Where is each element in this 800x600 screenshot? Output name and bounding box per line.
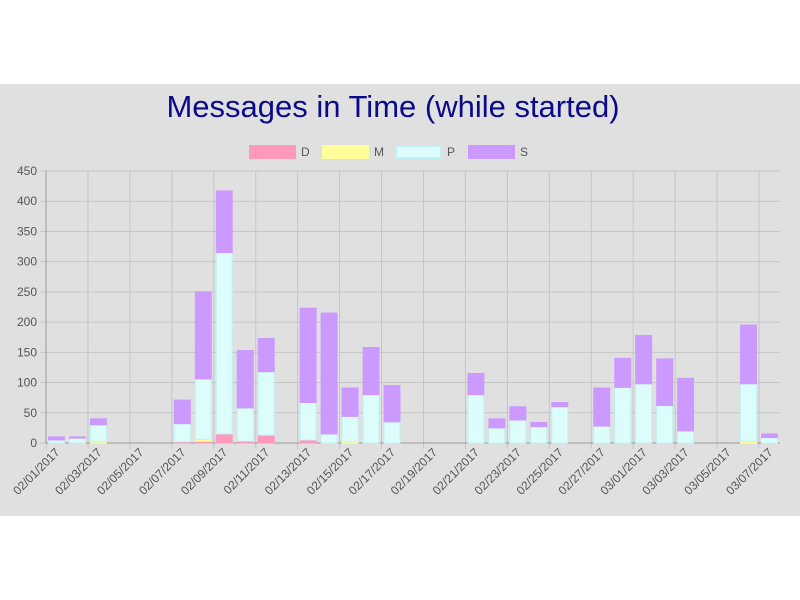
y-tick-label: 400	[17, 194, 37, 208]
gridlines	[40, 170, 780, 449]
bar-p-02-24-2017[interactable]	[530, 426, 548, 444]
bar-p-02-28-2017[interactable]	[614, 386, 632, 444]
bar-s-03-07-2017[interactable]	[761, 433, 778, 439]
bar-p-02-14-2017[interactable]	[320, 433, 338, 444]
legend-label-d: D	[301, 145, 310, 159]
stacked-bar-chart: Messages in Time (while started) D M P S 0 5…	[10, 89, 780, 498]
bar-s-02-27-2017[interactable]	[593, 387, 611, 427]
bar-p-02-25-2017[interactable]	[551, 406, 569, 444]
bar-s-02-11-2017[interactable]	[257, 337, 275, 373]
bar-s-02-25-2017[interactable]	[551, 402, 569, 408]
y-tick-label: 300	[17, 255, 37, 269]
bar-s-03-02-2017[interactable]	[656, 358, 674, 407]
bar-p-03-06-2017[interactable]	[740, 383, 758, 442]
y-tick-label: 450	[17, 164, 37, 178]
bar-s-02-28-2017[interactable]	[614, 357, 632, 388]
y-tick-label: 150	[17, 345, 37, 359]
bar-s-02-09-2017[interactable]	[215, 190, 233, 254]
legend-swatch-d[interactable]	[249, 145, 296, 159]
bar-p-03-03-2017[interactable]	[677, 430, 695, 444]
legend-swatch-s[interactable]	[468, 145, 515, 159]
bar-s-02-02-2017[interactable]	[68, 436, 86, 439]
bar-s-02-03-2017[interactable]	[89, 418, 107, 426]
legend-label-p: P	[447, 145, 455, 159]
bar-p-03-01-2017[interactable]	[635, 383, 653, 444]
bar-p-02-16-2017[interactable]	[362, 394, 380, 444]
legend-label-s: S	[520, 145, 528, 159]
bar-p-02-02-2017[interactable]	[68, 437, 86, 444]
bar-p-02-23-2017[interactable]	[509, 419, 527, 444]
y-tick-label: 100	[17, 376, 37, 390]
bar-s-02-17-2017[interactable]	[383, 385, 401, 423]
bar-s-02-15-2017[interactable]	[341, 387, 359, 417]
bar-p-03-07-2017[interactable]	[761, 437, 778, 444]
bar-p-02-10-2017[interactable]	[236, 407, 254, 442]
bar-p-02-27-2017[interactable]	[593, 425, 611, 444]
bar-p-02-15-2017[interactable]	[341, 415, 359, 443]
bar-s-02-24-2017[interactable]	[530, 421, 548, 428]
bar-s-02-21-2017[interactable]	[467, 372, 485, 396]
y-tick-label: 0	[30, 436, 37, 450]
bar-p-02-09-2017[interactable]	[215, 252, 233, 435]
y-tick-label: 50	[24, 406, 38, 420]
legend-swatch-m[interactable]	[322, 145, 369, 159]
bar-s-02-01-2017[interactable]	[48, 436, 65, 441]
bar-s-03-06-2017[interactable]	[740, 324, 758, 385]
bar-s-03-01-2017[interactable]	[635, 334, 653, 385]
bar-s-02-14-2017[interactable]	[320, 312, 338, 435]
x-axis: 02/01/201702/03/201702/05/201702/07/2017…	[10, 445, 776, 498]
bar-d-02-11-2017[interactable]	[257, 434, 275, 444]
bar-s-02-08-2017[interactable]	[194, 291, 212, 380]
bar-s-02-13-2017[interactable]	[299, 307, 317, 404]
bar-p-02-03-2017[interactable]	[89, 424, 107, 443]
chart-title: Messages in Time (while started)	[166, 89, 619, 124]
bar-p-03-02-2017[interactable]	[656, 405, 674, 444]
bar-p-02-08-2017[interactable]	[194, 378, 212, 440]
bar-s-03-03-2017[interactable]	[677, 377, 695, 432]
legend-label-m: M	[374, 145, 384, 159]
y-tick-label: 200	[17, 315, 37, 329]
bar-p-02-17-2017[interactable]	[383, 421, 401, 444]
bar-s-02-16-2017[interactable]	[362, 346, 380, 396]
y-tick-label: 250	[17, 285, 37, 299]
y-tick-label: 350	[17, 224, 37, 238]
bar-d-02-09-2017[interactable]	[215, 433, 233, 444]
bar-p-02-11-2017[interactable]	[257, 371, 275, 436]
bar-p-02-22-2017[interactable]	[488, 427, 506, 444]
bar-p-02-07-2017[interactable]	[173, 423, 191, 443]
bar-p-02-13-2017[interactable]	[299, 402, 317, 441]
bars	[48, 190, 778, 444]
legend-swatch-p[interactable]	[395, 145, 442, 159]
bar-p-02-21-2017[interactable]	[467, 394, 485, 444]
bar-s-02-22-2017[interactable]	[488, 418, 506, 429]
bar-s-02-07-2017[interactable]	[173, 399, 191, 425]
chart-panel: Messages in Time (while started) D M P S 0 5…	[0, 84, 800, 516]
bar-s-02-23-2017[interactable]	[509, 406, 527, 421]
bar-s-02-10-2017[interactable]	[236, 350, 254, 409]
